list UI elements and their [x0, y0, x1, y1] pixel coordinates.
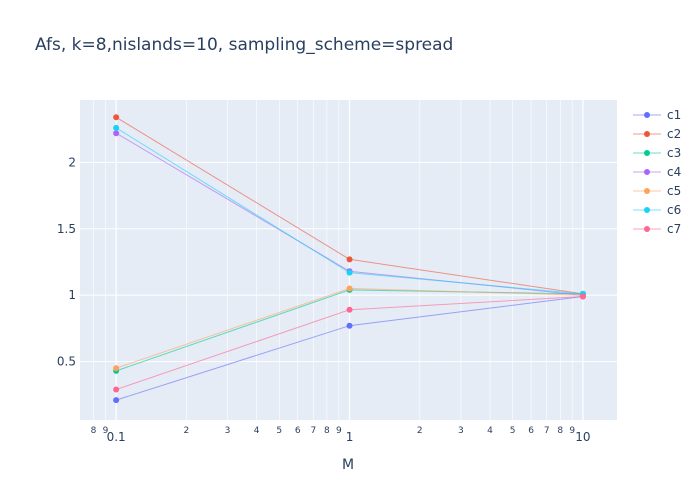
- data-point-c6[interactable]: [346, 269, 353, 276]
- data-point-c7[interactable]: [113, 386, 120, 393]
- x-minor-tick-label: 2: [417, 426, 423, 436]
- x-minor-tick-label: 7: [311, 426, 317, 436]
- x-minor-tick-label: 9: [103, 426, 109, 436]
- legend-label: c4: [667, 165, 681, 179]
- legend-label: c5: [667, 184, 681, 198]
- legend-label: c6: [667, 203, 681, 217]
- x-minor-tick-label: 8: [324, 426, 330, 436]
- series-layer: [113, 114, 586, 404]
- x-major-tick-label: 0.1: [107, 430, 126, 444]
- data-point-c1[interactable]: [113, 397, 120, 404]
- legend-item-c4[interactable]: c4: [633, 165, 681, 179]
- y-tick-label: 2: [68, 155, 76, 169]
- x-minor-tick-label: 6: [295, 426, 301, 436]
- series-c7: [113, 293, 586, 393]
- x-minor-tick-label: 8: [557, 426, 563, 436]
- legend-marker: [644, 112, 650, 118]
- x-minor-tick-label: 2: [184, 426, 190, 436]
- legend-item-c7[interactable]: c7: [633, 222, 681, 236]
- data-point-c1[interactable]: [346, 322, 353, 329]
- y-tick-label: 0.5: [57, 355, 76, 369]
- legend-marker: [644, 188, 650, 194]
- legend-item-c6[interactable]: c6: [633, 203, 681, 217]
- legend-marker: [644, 150, 650, 156]
- data-point-c7[interactable]: [579, 293, 586, 300]
- data-point-c2[interactable]: [346, 256, 353, 263]
- y-tick-label: 1: [68, 288, 76, 302]
- legend-label: c3: [667, 146, 681, 160]
- legend[interactable]: c1 c2 c3 c4 c5 c6 c7: [633, 108, 681, 236]
- x-minor-tick-label: 6: [528, 426, 534, 436]
- legend-label: c2: [667, 127, 681, 141]
- x-axis-ticks: 8 9 2 3 4 5 6 7 8 9 2 3 4 5 6 7 8 90.1 1 10: [91, 426, 591, 444]
- data-point-c5[interactable]: [346, 285, 353, 292]
- x-axis-title: M: [342, 457, 354, 473]
- legend-label: c1: [667, 108, 681, 122]
- data-point-c4[interactable]: [113, 130, 120, 137]
- x-minor-tick-label: 5: [510, 426, 516, 436]
- legend-marker: [644, 226, 650, 232]
- x-minor-tick-label: 9: [569, 426, 575, 436]
- data-point-c2[interactable]: [113, 114, 120, 121]
- legend-item-c3[interactable]: c3: [633, 146, 681, 160]
- y-tick-label: 1.5: [57, 222, 76, 236]
- legend-marker: [644, 131, 650, 137]
- x-major-tick-label: 10: [575, 430, 590, 444]
- data-point-c6[interactable]: [113, 124, 120, 131]
- legend-marker: [644, 207, 650, 213]
- legend-item-c2[interactable]: c2: [633, 127, 681, 141]
- x-minor-tick-label: 8: [91, 426, 97, 436]
- x-minor-tick-label: 9: [336, 426, 342, 436]
- legend-item-c5[interactable]: c5: [633, 184, 681, 198]
- x-minor-tick-label: 3: [225, 426, 231, 436]
- x-major-tick-label: 1: [346, 430, 354, 444]
- gridlines: [80, 100, 617, 420]
- legend-label: c7: [667, 222, 681, 236]
- x-minor-tick-label: 5: [276, 426, 282, 436]
- legend-item-c1[interactable]: c1: [633, 108, 681, 122]
- x-minor-tick-label: 3: [458, 426, 464, 436]
- legend-marker: [644, 169, 650, 175]
- x-minor-tick-label: 4: [487, 426, 493, 436]
- y-axis-ticks: 0.5 1 1.5 2: [57, 155, 76, 368]
- chart-title: Afs, k=8,nislands=10, sampling_scheme=sp…: [35, 35, 453, 55]
- x-minor-tick-label: 4: [254, 426, 260, 436]
- data-point-c7[interactable]: [346, 306, 353, 313]
- data-point-c5[interactable]: [113, 365, 120, 372]
- x-minor-tick-label: 7: [544, 426, 550, 436]
